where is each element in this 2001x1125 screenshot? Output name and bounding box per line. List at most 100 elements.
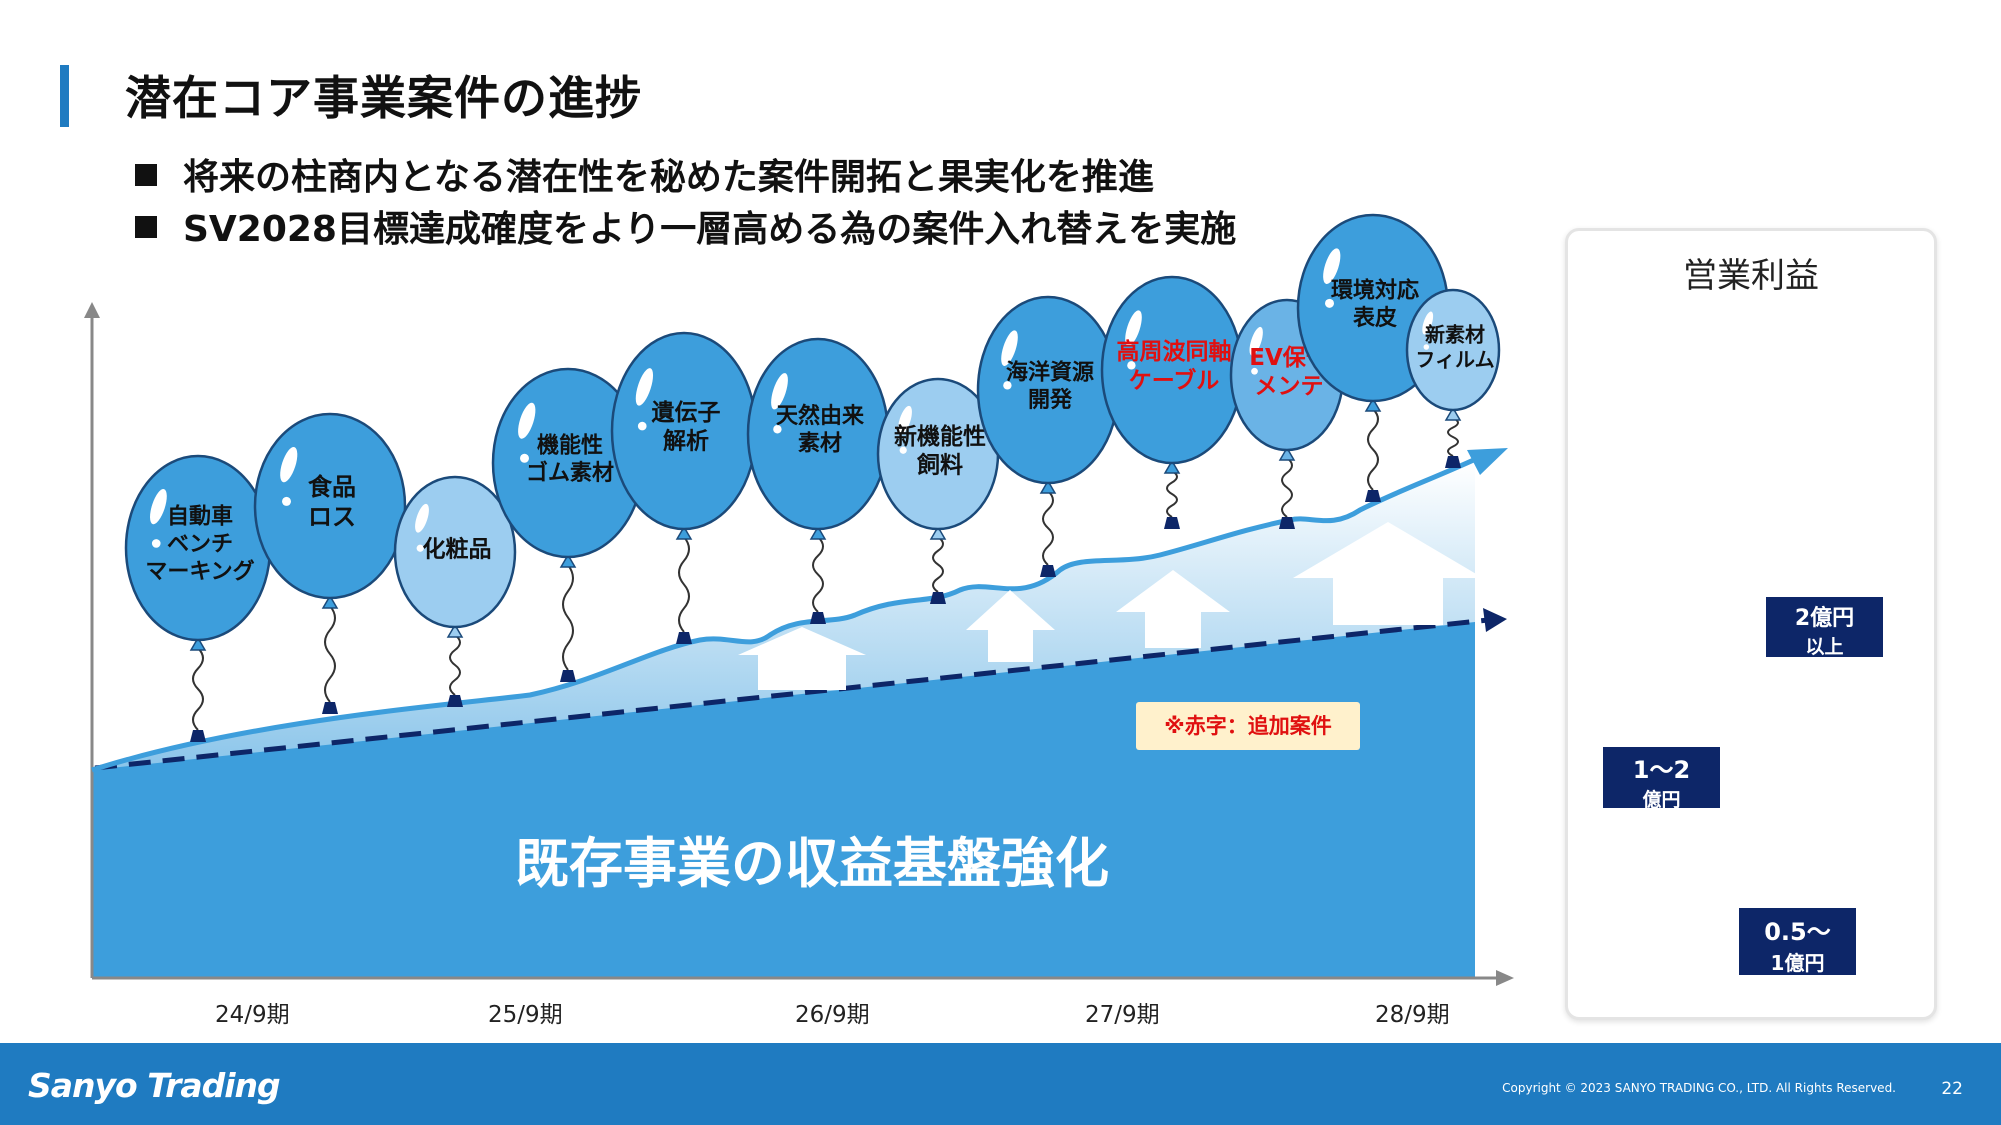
balloon-knot bbox=[321, 594, 339, 609]
balloon-string bbox=[1281, 457, 1293, 518]
growth-trend-arrow-icon bbox=[1467, 448, 1508, 475]
balloon-highlight-dot bbox=[637, 421, 647, 431]
legend-value-line: 以上 bbox=[1805, 636, 1844, 658]
balloon-highlight bbox=[635, 368, 654, 406]
balloon-knot bbox=[559, 553, 577, 568]
project-balloon: 化粧品 bbox=[393, 475, 517, 707]
balloon-string bbox=[678, 536, 690, 633]
period-label: 24/9期 bbox=[215, 1002, 290, 1028]
balloon-highlight bbox=[415, 503, 429, 533]
balloon-knot bbox=[1039, 479, 1057, 494]
balloon-highlight-dot bbox=[1003, 381, 1012, 390]
balloon-highlight bbox=[518, 402, 536, 439]
balloon-highlight-dot bbox=[1423, 344, 1430, 350]
title-accent-bar bbox=[60, 65, 69, 127]
balloon-string bbox=[1042, 490, 1054, 566]
balloon-weight-icon bbox=[190, 730, 206, 742]
balloon-highlight bbox=[1249, 326, 1263, 356]
base-business-label: 既存事業の収益基盤強化 bbox=[515, 832, 1109, 895]
base-trend-arrow-icon bbox=[1483, 608, 1507, 632]
balloon-label: ゴム素材 bbox=[526, 460, 614, 486]
balloon-label: ベンチ bbox=[167, 532, 233, 557]
bullet-text: 将来の柱商内となる潜在性を秘めた案件開拓と果実化を推進 bbox=[183, 157, 1154, 198]
company-logo: Sanyo Trading bbox=[28, 1066, 281, 1105]
balloon-highlight-dot bbox=[1251, 367, 1258, 375]
legend-value-line: 1〜2 bbox=[1632, 756, 1691, 784]
up-arrow-icon bbox=[738, 627, 866, 690]
balloon-highlight-dot bbox=[416, 544, 424, 552]
legend-value-small: 0.5〜 1億円 bbox=[1739, 908, 1856, 975]
balloon-weight-icon bbox=[560, 670, 576, 682]
legend-value-line: 億円 bbox=[1642, 789, 1681, 811]
page-number: 22 bbox=[1941, 1079, 1963, 1099]
legend-value-line: 1億円 bbox=[1770, 951, 1825, 975]
balloon-label: 解析 bbox=[663, 428, 709, 455]
balloon-weight-icon bbox=[676, 632, 692, 644]
balloon-string bbox=[192, 647, 204, 731]
bullet-square-icon bbox=[135, 164, 157, 186]
balloon-label: 新機能性 bbox=[894, 423, 986, 450]
y-axis-arrow-icon bbox=[84, 302, 100, 318]
bullet-item: SV2028目標達成確度をより一層高める為の案件入れ替えを実施 bbox=[135, 204, 1236, 256]
balloon-highlight-dot bbox=[773, 425, 782, 434]
bullet-list: 将来の柱商内となる潜在性を秘めた案件開拓と果実化を推進 SV2028目標達成確度… bbox=[135, 152, 1236, 256]
balloon-weight-icon bbox=[1445, 456, 1461, 468]
balloon-label: 素材 bbox=[798, 431, 842, 457]
period-label: 27/9期 bbox=[1085, 1002, 1160, 1028]
balloon-highlight bbox=[1125, 310, 1142, 346]
period-label: 28/9期 bbox=[1375, 1002, 1450, 1028]
growth-trend-line bbox=[91, 455, 1480, 773]
up-arrows bbox=[738, 522, 1483, 690]
base-trend-line bbox=[94, 617, 1489, 771]
balloon-highlight-dot bbox=[899, 446, 907, 454]
footer-bar bbox=[0, 1043, 2001, 1125]
balloon-highlight bbox=[280, 446, 298, 483]
up-arrow-icon bbox=[966, 590, 1055, 662]
balloon-highlight bbox=[1001, 330, 1018, 366]
balloon-weight-icon bbox=[1365, 490, 1381, 502]
balloon-label: 機能性 bbox=[537, 432, 603, 458]
balloon-label: 環境対応 bbox=[1331, 277, 1419, 303]
balloon-highlight bbox=[1422, 311, 1434, 335]
period-label: 25/9期 bbox=[488, 1002, 563, 1028]
balloon-highlight bbox=[898, 405, 912, 435]
balloon-highlight-dot bbox=[1325, 298, 1334, 308]
balloon-highlight bbox=[150, 488, 167, 525]
balloon-label: ケーブル bbox=[1129, 367, 1220, 394]
balloon-highlight-dot bbox=[151, 539, 161, 548]
balloon-label: メンテ bbox=[1255, 374, 1324, 400]
legend-value-large: 2億円 以上 bbox=[1766, 597, 1883, 658]
base-business-area bbox=[92, 622, 1475, 978]
balloon-string bbox=[812, 536, 824, 613]
balloon-label: 表皮 bbox=[1353, 305, 1397, 331]
balloon-knot bbox=[809, 525, 827, 540]
balloon-string bbox=[932, 536, 944, 593]
balloon-label: 遺伝子 bbox=[652, 400, 721, 426]
balloon-label: 化粧品 bbox=[423, 535, 492, 562]
balloon-label: 開発 bbox=[1028, 388, 1073, 413]
balloon-weight-icon bbox=[447, 695, 463, 707]
balloon-knot bbox=[189, 636, 207, 651]
balloon-string bbox=[449, 634, 461, 696]
balloon-label: ロス bbox=[308, 503, 356, 531]
period-label: 26/9期 bbox=[795, 1002, 870, 1028]
balloon-label: 飼料 bbox=[916, 452, 963, 479]
balloon-label: 新素材 bbox=[1425, 323, 1485, 347]
balloon-highlight-dot bbox=[282, 496, 291, 506]
balloon-knot bbox=[1163, 459, 1181, 474]
balloon-label: マーキング bbox=[145, 559, 254, 585]
balloon-weight-icon bbox=[1164, 517, 1180, 529]
balloon-knot bbox=[446, 623, 464, 638]
balloon-weight-icon bbox=[1040, 565, 1056, 577]
legend-note-badge: ※赤字：追加案件 bbox=[1136, 702, 1360, 750]
balloon-label: 高周波同軸 bbox=[1117, 338, 1232, 365]
balloon-highlight bbox=[771, 373, 788, 410]
x-axis-arrow-icon bbox=[1496, 970, 1514, 986]
balloon-highlight-dot bbox=[520, 453, 529, 463]
legend-value-line: 2億円 bbox=[1794, 606, 1855, 631]
